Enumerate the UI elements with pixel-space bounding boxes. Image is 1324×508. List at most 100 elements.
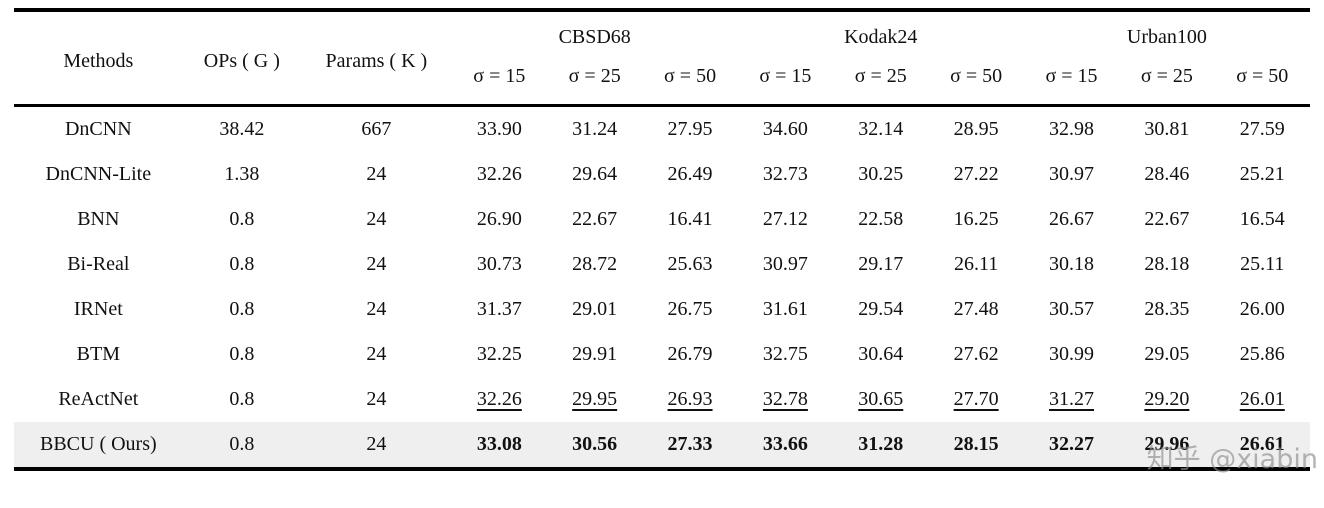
ops-cell: 38.42 xyxy=(219,118,265,140)
group-header-urban100: Urban100 xyxy=(1126,25,1207,48)
sigma-header: σ = 15 xyxy=(759,64,812,87)
header-group-row: Methods OPs ( G ) Params ( K ) CBSD68 Ko… xyxy=(14,10,1310,72)
psnr-cell: 22.67 xyxy=(572,208,618,230)
psnr-cell: 26.11 xyxy=(954,253,999,275)
group-header-cbsd68: CBSD68 xyxy=(558,25,631,48)
sigma-header: σ = 15 xyxy=(1045,64,1098,87)
params-cell: 667 xyxy=(361,118,392,140)
psnr-cell: 32.14 xyxy=(858,118,904,140)
psnr-cell: 32.78 xyxy=(762,388,808,410)
psnr-cell: 30.73 xyxy=(476,253,522,275)
psnr-cell: 32.27 xyxy=(1023,422,1120,469)
psnr-cell: 30.64 xyxy=(858,343,904,365)
ops-col-header: OPs ( G ) xyxy=(203,49,280,72)
psnr-cell: 30.81 xyxy=(1144,118,1190,140)
group-header-kodak24: Kodak24 xyxy=(844,25,918,48)
params-cell: 24 xyxy=(366,343,387,365)
psnr-cell: 26.75 xyxy=(667,298,713,320)
psnr-cell: 28.18 xyxy=(1144,253,1190,275)
psnr-cell: 29.01 xyxy=(572,298,618,320)
psnr-cell: 30.99 xyxy=(1049,343,1094,365)
methods-col-header: Methods xyxy=(63,49,134,72)
psnr-cell: 33.90 xyxy=(476,118,522,140)
table-body: DnCNN 38.42 667 33.90 31.24 27.95 34.60 32.14 28… xyxy=(14,106,1310,469)
psnr-cell: 30.97 xyxy=(1049,163,1094,185)
psnr-cell: 32.75 xyxy=(762,343,808,365)
ops-cell: 0.8 xyxy=(182,422,302,469)
psnr-cell: 32.26 xyxy=(476,388,522,410)
psnr-cell: 25.63 xyxy=(667,253,713,275)
psnr-cell: 26.49 xyxy=(667,163,713,185)
ops-cell: 1.38 xyxy=(224,163,260,185)
ops-cell: 0.8 xyxy=(229,253,255,275)
params-col-header: Params ( K ) xyxy=(325,49,428,72)
psnr-cell: 29.20 xyxy=(1144,388,1190,410)
params-cell: 24 xyxy=(366,163,387,185)
psnr-cell: 31.24 xyxy=(572,118,618,140)
table-row: BNN 0.8 24 26.90 22.67 16.41 27.12 22.58 16.25 26… xyxy=(14,197,1310,242)
sigma-header: σ = 25 xyxy=(568,64,621,87)
psnr-cell: 31.27 xyxy=(1049,388,1094,410)
params-cell: 24 xyxy=(366,388,387,410)
psnr-cell: 27.22 xyxy=(953,163,999,185)
psnr-cell: 29.05 xyxy=(1144,343,1190,365)
table-row: DnCNN-Lite 1.38 24 32.26 29.64 26.49 32.73 30.2… xyxy=(14,152,1310,197)
psnr-cell: 29.95 xyxy=(572,388,618,410)
psnr-cell: 30.65 xyxy=(858,388,904,410)
table-row: BBCU ( Ours) 0.8 24 33.08 30.56 27.33 33.66 31.… xyxy=(14,422,1310,469)
psnr-cell: 33.66 xyxy=(737,422,834,469)
ops-cell: 0.8 xyxy=(229,343,255,365)
psnr-cell: 22.67 xyxy=(1144,208,1190,230)
psnr-cell: 29.64 xyxy=(572,163,618,185)
psnr-cell: 34.60 xyxy=(762,118,808,140)
psnr-cell: 31.28 xyxy=(833,422,929,469)
psnr-cell: 26.79 xyxy=(667,343,713,365)
psnr-cell: 33.08 xyxy=(451,422,547,469)
psnr-cell: 27.95 xyxy=(667,118,713,140)
psnr-cell: 26.93 xyxy=(667,388,713,410)
table-row: IRNet 0.8 24 31.37 29.01 26.75 31.61 29.54 27.48… xyxy=(14,287,1310,332)
psnr-cell: 29.96 xyxy=(1119,422,1215,469)
psnr-cell: 28.15 xyxy=(928,422,1024,469)
psnr-cell: 26.90 xyxy=(476,208,522,230)
psnr-cell: 16.41 xyxy=(667,208,713,230)
psnr-cell: 27.62 xyxy=(953,343,999,365)
params-cell: 24 xyxy=(366,208,387,230)
table-row: DnCNN 38.42 667 33.90 31.24 27.95 34.60 32.14 28… xyxy=(14,106,1310,153)
psnr-cell: 27.33 xyxy=(642,422,738,469)
ops-cell: 0.8 xyxy=(229,208,255,230)
psnr-cell: 25.86 xyxy=(1239,343,1285,365)
ops-cell: 0.8 xyxy=(229,388,255,410)
table-row: BTM 0.8 24 32.25 29.91 26.79 32.75 30.64 27.62 30… xyxy=(14,332,1310,377)
psnr-cell: 28.72 xyxy=(572,253,618,275)
sigma-header: σ = 15 xyxy=(473,64,526,87)
method-cell: BBCU ( Ours) xyxy=(14,422,183,469)
params-cell: 24 xyxy=(366,253,387,275)
psnr-cell: 30.97 xyxy=(762,253,808,275)
psnr-cell: 26.61 xyxy=(1214,422,1310,469)
results-table: Methods OPs ( G ) Params ( K ) CBSD68 Ko… xyxy=(14,8,1310,471)
psnr-cell: 27.12 xyxy=(762,208,808,230)
table-row: Bi-Real 0.8 24 30.73 28.72 25.63 30.97 29.17 26.… xyxy=(14,242,1310,287)
psnr-cell: 16.54 xyxy=(1239,208,1285,230)
psnr-cell: 31.61 xyxy=(762,298,808,320)
psnr-cell: 28.46 xyxy=(1144,163,1190,185)
psnr-cell: 25.11 xyxy=(1240,253,1285,275)
psnr-cell: 27.59 xyxy=(1239,118,1285,140)
method-cell: BTM xyxy=(76,343,120,365)
method-cell: IRNet xyxy=(73,298,123,320)
method-cell: DnCNN-Lite xyxy=(45,163,152,185)
psnr-cell: 30.56 xyxy=(547,422,643,469)
psnr-cell: 25.21 xyxy=(1239,163,1285,185)
psnr-cell: 26.67 xyxy=(1049,208,1094,230)
psnr-cell: 22.58 xyxy=(858,208,904,230)
params-cell: 24 xyxy=(301,422,452,469)
psnr-cell: 30.18 xyxy=(1049,253,1094,275)
psnr-cell: 28.95 xyxy=(953,118,999,140)
method-cell: Bi-Real xyxy=(67,253,130,275)
psnr-cell: 32.26 xyxy=(476,163,522,185)
sigma-header: σ = 50 xyxy=(664,64,717,87)
ops-cell: 0.8 xyxy=(229,298,255,320)
method-cell: BNN xyxy=(77,208,120,230)
